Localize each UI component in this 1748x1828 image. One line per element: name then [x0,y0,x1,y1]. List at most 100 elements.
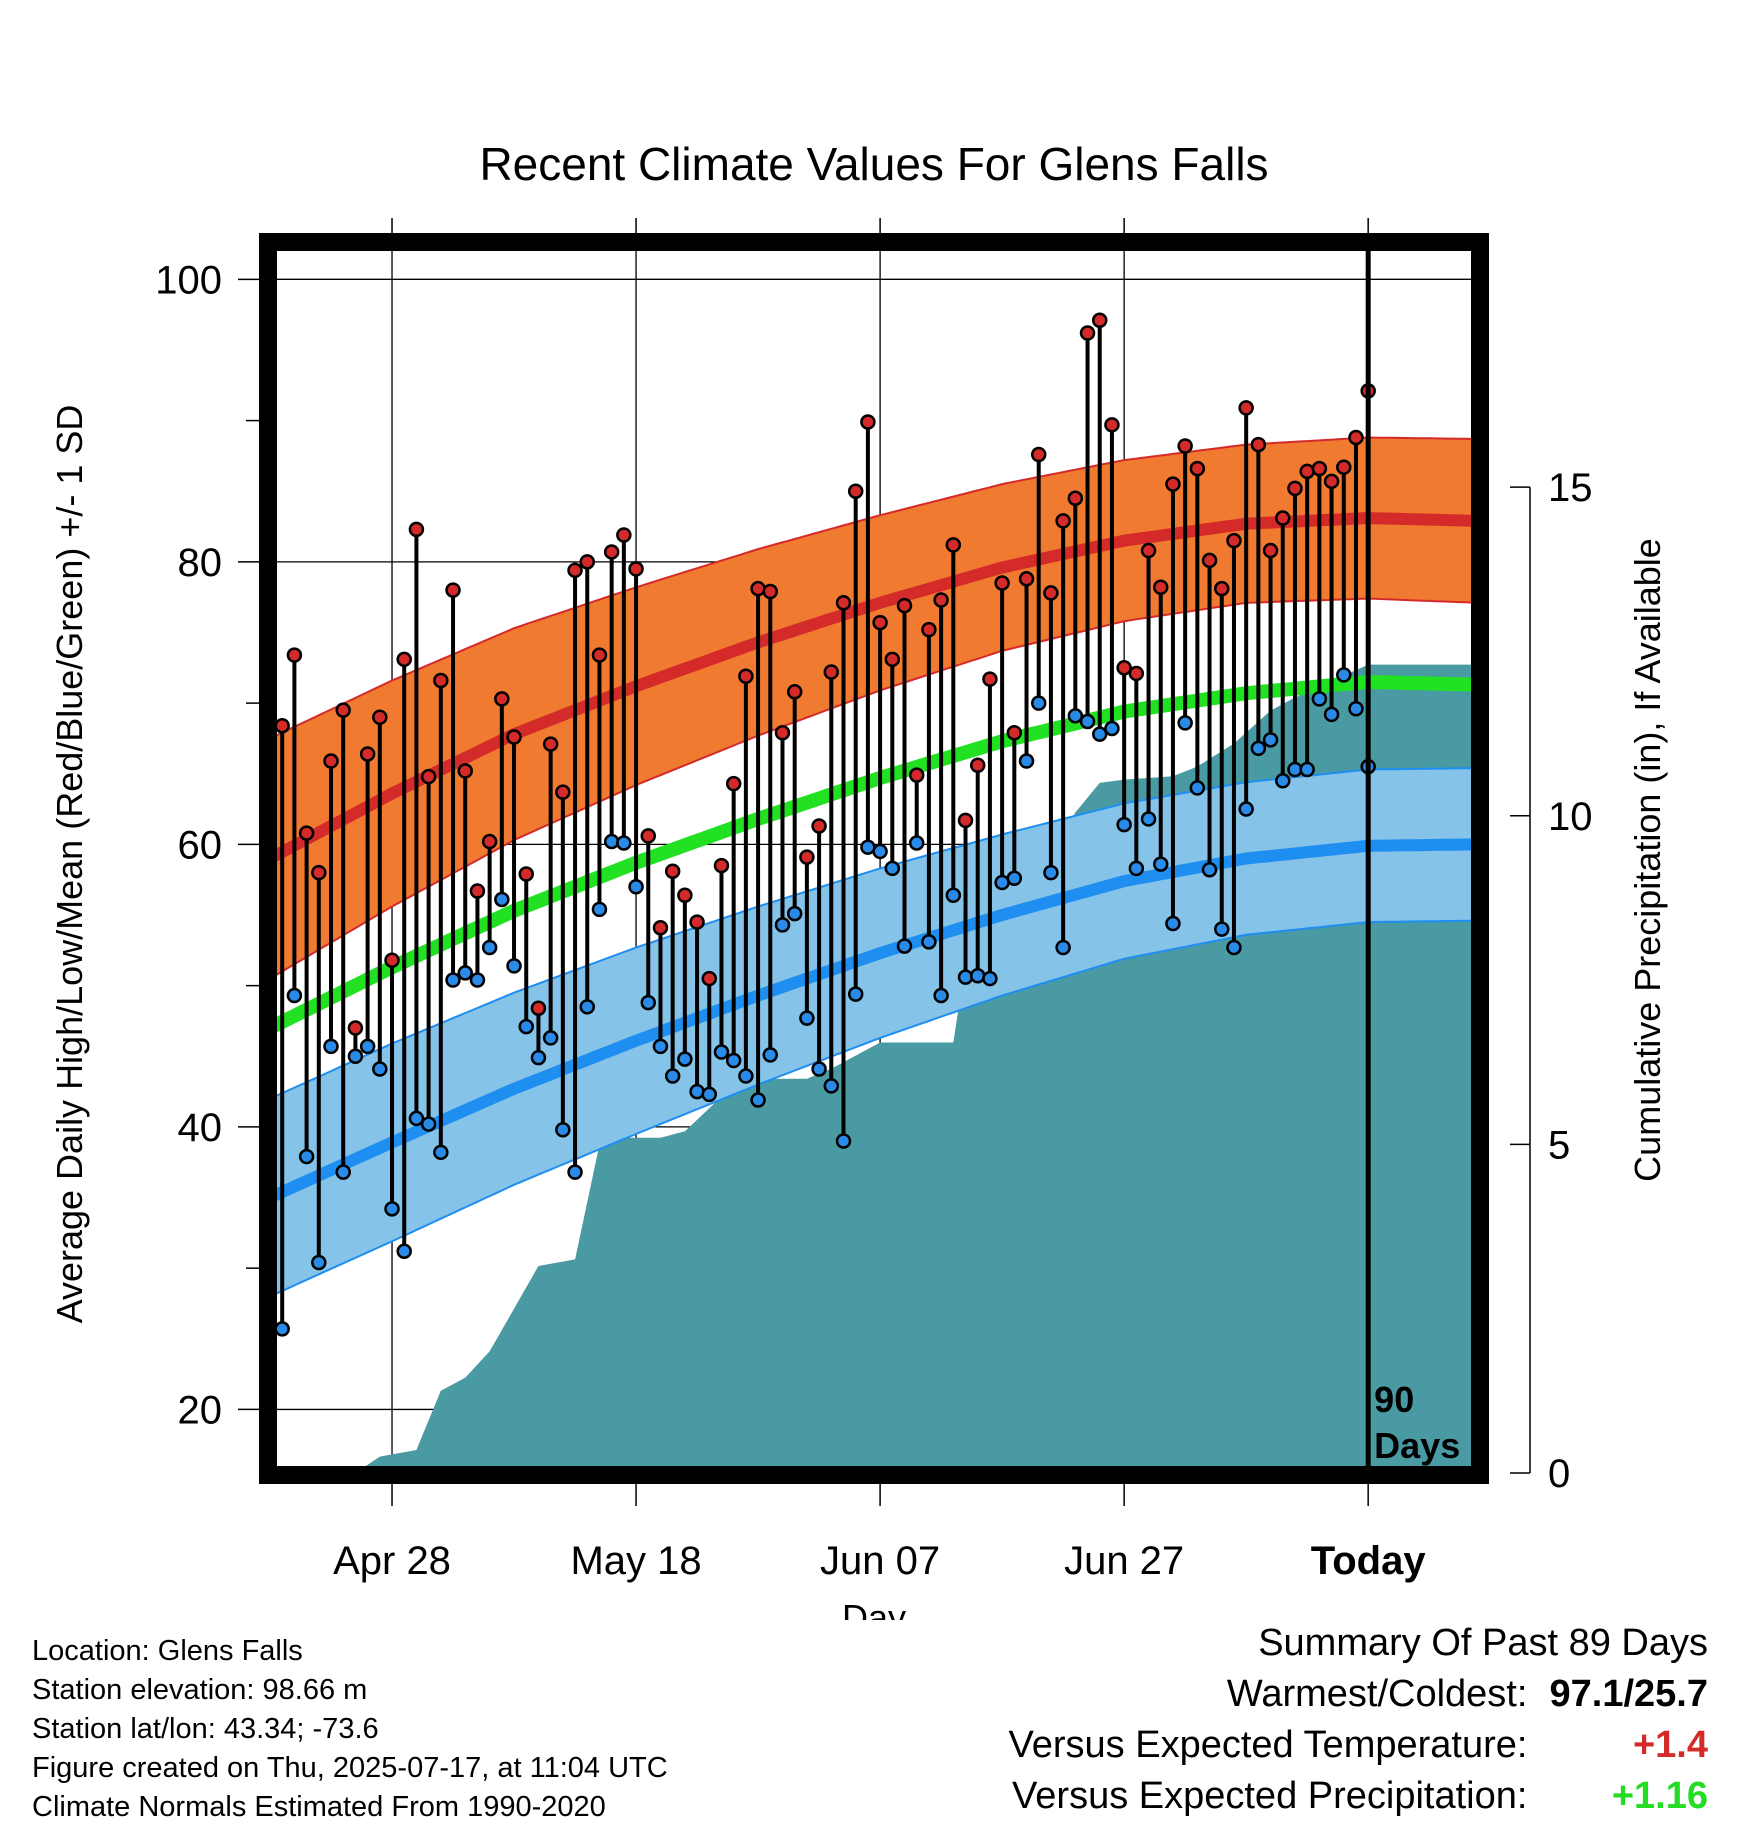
y-tick-label: 80 [178,541,223,585]
daily-low-point [738,1068,754,1084]
y2-tick-label: 10 [1548,795,1593,839]
daily-low-point [640,994,657,1011]
daily-low-point [1226,939,1242,956]
daily-low-point [1262,732,1279,748]
daily-high-point [1152,579,1169,596]
daily-low-point [530,1049,547,1066]
daily-low-point [457,965,473,981]
daily-high-point [969,757,986,774]
daily-low-point [1275,773,1291,789]
daily-low-point [884,860,901,877]
daily-low-point [786,905,803,922]
daily-low-point [945,887,962,903]
plot-area: 90 Days [266,244,1479,1473]
daily-high-point [689,914,705,930]
daily-high-point [1299,463,1315,480]
warmest-coldest-label: Warmest/Coldest: [1226,1673,1528,1715]
daily-low-point [579,999,596,1015]
daily-low-point [1250,740,1267,757]
daily-low-point [1165,915,1181,932]
daily-low-point [1018,753,1035,769]
daily-high-point [591,647,608,663]
daily-low-point [762,1047,779,1063]
location-text: Location: Glens Falls [32,1635,303,1667]
daily-low-point [774,917,791,933]
daily-low-point [921,934,937,950]
daily-low-point [823,1078,840,1094]
daily-high-point [579,554,596,570]
daily-high-point [420,768,437,785]
daily-low-point [1201,862,1218,878]
daily-low-point [1043,864,1059,881]
daily-low-point [506,958,522,974]
x-tick-label: May 18 [570,1539,701,1583]
daily-high-point [1030,446,1047,463]
daily-low-point [347,1048,364,1065]
daily-low-point [420,1116,437,1132]
daily-high-point [786,684,803,700]
y-tick-label: 60 [178,823,223,867]
daily-high-point [359,746,376,762]
daily-low-point [1079,713,1096,730]
daily-low-point [323,1038,339,1055]
daily-high-point [750,580,766,597]
today-days-number: 90 [1374,1379,1414,1420]
daily-high-point [542,736,559,752]
daily-low-point [872,843,888,860]
elevation-text: Station elevation: 98.66 m [32,1674,368,1706]
daily-high-point [957,812,974,829]
daily-observations [274,312,1376,1337]
daily-high-point [1226,532,1242,549]
chart-title: Recent Climate Values For Glens Falls [479,138,1268,190]
daily-high-point [811,818,827,834]
daily-high-point [677,887,693,903]
daily-low-point [689,1083,705,1100]
latlon-text: Station lat/lon: 43.34; -73.6 [32,1713,379,1745]
daily-high-point [799,849,815,865]
daily-high-point [555,784,571,800]
daily-low-point [835,1133,852,1149]
daily-high-point [1262,542,1279,559]
daily-high-point [1055,513,1071,529]
daily-low-point [933,987,949,1004]
summary-panel: Summary Of Past 89 Days Warmest/Coldest:… [1009,1618,1708,1822]
daily-high-point [762,583,779,600]
daily-high-point [567,562,583,579]
y2-tick-label: 15 [1548,466,1593,510]
daily-high-point [372,709,388,725]
daily-high-point [1238,400,1254,416]
daily-high-point [433,672,449,689]
daily-high-point [701,970,718,987]
daily-low-point [1006,870,1023,887]
daily-high-point [298,825,315,841]
daily-low-point [298,1148,315,1165]
daily-low-point [372,1061,388,1077]
daily-high-point [1323,473,1340,490]
daily-high-point [1128,665,1145,682]
summary-precip-row: Versus Expected Precipitation: +1.16 [1009,1771,1708,1822]
warmest-coldest-value: 97.1/25.7 [1549,1673,1708,1715]
daily-high-point [1006,725,1023,741]
daily-high-point [725,775,742,792]
x-tick-label: Today [1311,1539,1427,1583]
today-days-label: Days [1374,1425,1460,1466]
daily-high-point [1043,585,1059,601]
daily-low-point [274,1321,290,1337]
daily-low-point [555,1121,571,1138]
daily-high-point [506,729,522,745]
daily-high-point [872,614,888,631]
daily-high-point [1287,480,1303,497]
daily-high-point [1018,571,1035,587]
daily-low-point [1299,761,1315,778]
y2-axis-label: Cumulative Precipitation (in), If Availa… [1627,538,1668,1182]
station-info: Location: Glens Falls Station elevation:… [32,1632,668,1827]
daily-high-point [481,833,498,850]
daily-low-point [445,972,461,988]
temp-vs-expected-label: Versus Expected Temperature: [1008,1724,1528,1766]
daily-low-point [359,1038,376,1055]
daily-low-point [469,972,486,988]
daily-high-point [1140,542,1157,559]
x-axis-label: Day [842,1597,906,1620]
normals-text: Climate Normals Estimated From 1990-2020 [32,1791,606,1823]
daily-high-point [530,1000,547,1016]
